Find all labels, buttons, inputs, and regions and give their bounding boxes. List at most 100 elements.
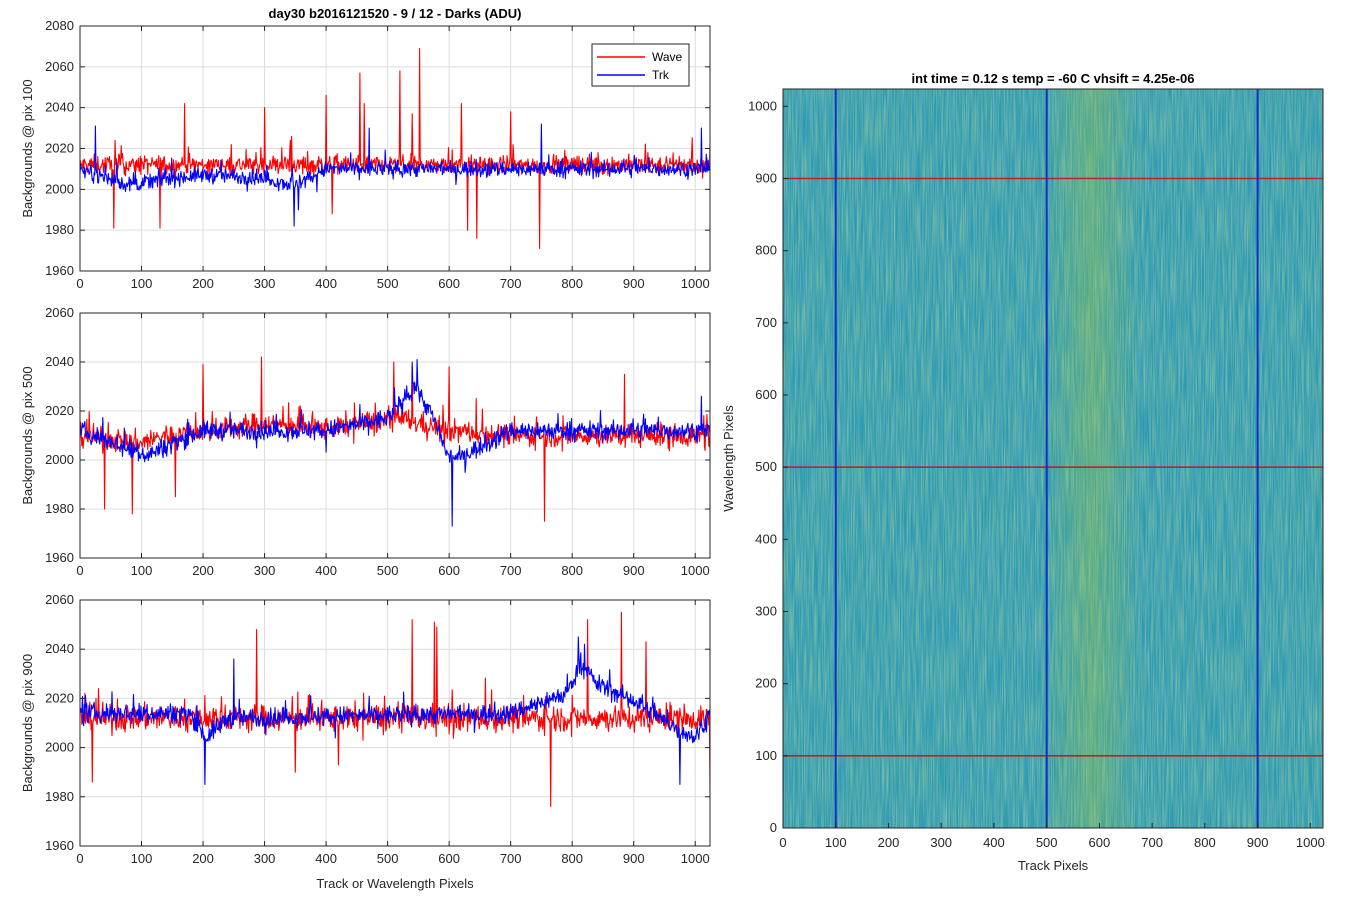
y-tick-label: 2000 bbox=[45, 452, 74, 467]
x-tick-label: 400 bbox=[983, 835, 1005, 850]
y-axis-label: Backgrounds @ pix 100 bbox=[20, 79, 35, 217]
x-axis-label: Track or Wavelength Pixels bbox=[316, 876, 474, 891]
y-tick-label: 2080 bbox=[45, 18, 74, 33]
y-tick-label: 2000 bbox=[45, 181, 74, 196]
y-tick-label: 2060 bbox=[45, 592, 74, 607]
x-tick-label: 500 bbox=[377, 851, 399, 866]
x-tick-label: 200 bbox=[192, 563, 214, 578]
x-tick-label: 100 bbox=[131, 563, 153, 578]
x-tick-label: 0 bbox=[76, 851, 83, 866]
x-tick-label: 600 bbox=[438, 276, 460, 291]
series-line-trk bbox=[80, 636, 710, 786]
x-tick-label: 400 bbox=[315, 851, 337, 866]
y-tick-label: 2020 bbox=[45, 403, 74, 418]
y-tick-label: 200 bbox=[755, 676, 777, 691]
x-tick-label: 0 bbox=[76, 563, 83, 578]
marker-lines bbox=[783, 89, 1323, 828]
x-tick-label: 900 bbox=[623, 563, 645, 578]
x-tick-label: 200 bbox=[192, 851, 214, 866]
x-tick-label: 800 bbox=[561, 851, 583, 866]
x-tick-label: 500 bbox=[377, 276, 399, 291]
x-tick-label: 300 bbox=[254, 851, 276, 866]
series-line-trk bbox=[80, 123, 710, 227]
x-axis-label: Track Pixels bbox=[1018, 858, 1089, 873]
y-tick-label: 2060 bbox=[45, 305, 74, 320]
x-tick-label: 1000 bbox=[681, 563, 710, 578]
axes-box bbox=[79, 312, 711, 559]
ticks: 0 100 200 300 400 500 600 700 800 900 1000 1960 1980… bbox=[45, 18, 710, 291]
y-tick-label: 100 bbox=[755, 748, 777, 763]
x-tick-label: 100 bbox=[131, 276, 153, 291]
heatmap-title: int time = 0.12 s temp = -60 C vhsift = … bbox=[912, 71, 1195, 86]
x-tick-label: 900 bbox=[623, 851, 645, 866]
ticks: 0 100 200 300 400 500 600 700 800 900 1000 0 100 200 3… bbox=[748, 98, 1325, 850]
data-lines bbox=[80, 47, 710, 250]
panel-pix-100: 0 100 200 300 400 500 600 700 800 900 1000 1960 1980… bbox=[20, 6, 711, 291]
legend-label-trk: Trk bbox=[652, 68, 670, 82]
data-lines bbox=[80, 611, 710, 808]
panel-pix-900: 0 100 200 300 400 500 600 700 800 900 1000 1960 1980… bbox=[20, 592, 711, 891]
y-tick-label: 0 bbox=[770, 820, 777, 835]
x-tick-label: 900 bbox=[1247, 835, 1269, 850]
figure-title: day30 b2016121520 - 9 / 12 - Darks (ADU) bbox=[269, 6, 522, 21]
y-axis-label: Backgrounds @ pix 900 bbox=[20, 654, 35, 792]
x-tick-label: 100 bbox=[131, 851, 153, 866]
heatmap-bright-band bbox=[1042, 89, 1142, 828]
y-tick-label: 2040 bbox=[45, 100, 74, 115]
y-tick-label: 800 bbox=[755, 243, 777, 258]
y-tick-label: 400 bbox=[755, 531, 777, 546]
panel-heatmap: 0 100 200 300 400 500 600 700 800 900 1000 0 100 200 3… bbox=[721, 71, 1325, 873]
x-tick-label: 0 bbox=[76, 276, 83, 291]
x-tick-label: 500 bbox=[377, 563, 399, 578]
y-tick-label: 700 bbox=[755, 315, 777, 330]
x-tick-label: 800 bbox=[1194, 835, 1216, 850]
ticks: 0 100 200 300 400 500 600 700 800 900 1000 1960 1980… bbox=[45, 305, 710, 578]
y-tick-label: 2020 bbox=[45, 690, 74, 705]
y-tick-label: 1960 bbox=[45, 263, 74, 278]
y-tick-label: 2040 bbox=[45, 641, 74, 656]
x-tick-label: 0 bbox=[779, 835, 786, 850]
x-tick-label: 200 bbox=[192, 276, 214, 291]
x-tick-label: 400 bbox=[315, 276, 337, 291]
y-tick-label: 2040 bbox=[45, 354, 74, 369]
x-tick-label: 100 bbox=[825, 835, 847, 850]
y-tick-label: 2020 bbox=[45, 141, 74, 156]
x-tick-label: 700 bbox=[500, 851, 522, 866]
y-tick-label: 600 bbox=[755, 387, 777, 402]
x-tick-label: 500 bbox=[1036, 835, 1058, 850]
x-tick-label: 900 bbox=[623, 276, 645, 291]
legend: Wave Trk bbox=[591, 43, 690, 87]
y-tick-label: 1980 bbox=[45, 222, 74, 237]
y-tick-label: 1960 bbox=[45, 550, 74, 565]
y-tick-label: 500 bbox=[755, 459, 777, 474]
axes-box bbox=[782, 88, 1324, 829]
ticks: 0 100 200 300 400 500 600 700 800 900 1000 1960 1980… bbox=[45, 592, 710, 866]
y-tick-label: 1980 bbox=[45, 501, 74, 516]
x-tick-label: 700 bbox=[500, 563, 522, 578]
y-axis-label: Wavelength Pixels bbox=[721, 405, 736, 512]
x-tick-label: 300 bbox=[930, 835, 952, 850]
data-lines bbox=[80, 356, 710, 527]
x-tick-label: 700 bbox=[500, 276, 522, 291]
x-tick-label: 1000 bbox=[681, 851, 710, 866]
x-tick-label: 400 bbox=[315, 563, 337, 578]
x-tick-label: 1000 bbox=[681, 276, 710, 291]
x-tick-label: 300 bbox=[254, 276, 276, 291]
legend-label-wave: Wave bbox=[652, 50, 683, 64]
x-tick-label: 600 bbox=[438, 563, 460, 578]
y-tick-label: 900 bbox=[755, 170, 777, 185]
x-tick-label: 1000 bbox=[1296, 835, 1325, 850]
y-tick-label: 1000 bbox=[748, 98, 777, 113]
y-tick-label: 2000 bbox=[45, 740, 74, 755]
x-tick-label: 200 bbox=[878, 835, 900, 850]
y-tick-label: 2060 bbox=[45, 59, 74, 74]
axes-box bbox=[79, 25, 711, 272]
series-line-trk bbox=[80, 358, 710, 527]
axes-box bbox=[79, 599, 711, 847]
y-axis-label: Backgrounds @ pix 500 bbox=[20, 366, 35, 504]
legend-box bbox=[591, 43, 690, 87]
x-tick-label: 600 bbox=[1089, 835, 1111, 850]
x-tick-label: 800 bbox=[561, 276, 583, 291]
y-tick-label: 1960 bbox=[45, 838, 74, 853]
